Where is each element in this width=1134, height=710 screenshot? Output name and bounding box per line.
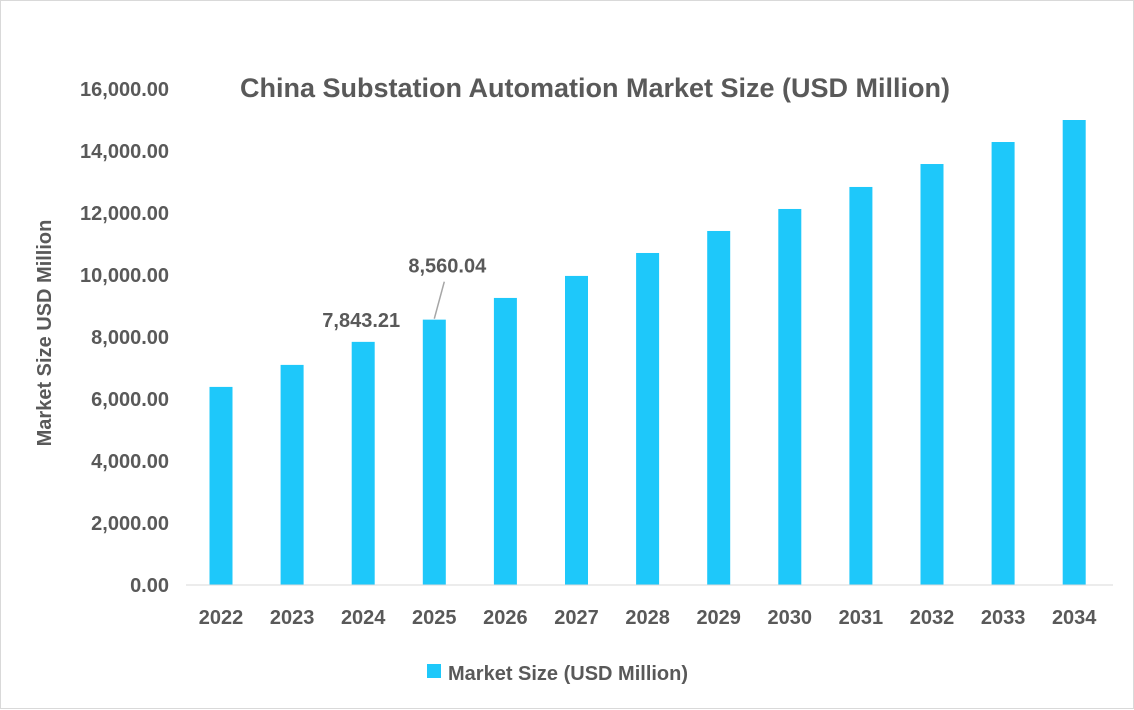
y-tick-label: 2,000.00 [91, 513, 169, 535]
bar-2028 [636, 252, 660, 586]
data-label-2025: 8,560.04 [408, 256, 487, 278]
y-tick-label: 14,000.00 [80, 141, 169, 163]
bar-2022 [209, 386, 233, 585]
bar-2032 [920, 164, 944, 585]
bar-2026 [493, 297, 517, 585]
y-tick-label: 0.00 [130, 575, 169, 597]
y-tick-label: 12,000.00 [80, 203, 169, 225]
x-tick-label: 2031 [839, 607, 884, 629]
y-axis-label: Market Size USD Million [34, 220, 56, 447]
y-tick-label: 4,000.00 [91, 451, 169, 473]
bar-2029 [707, 230, 731, 586]
bar-2033 [991, 142, 1015, 585]
legend-swatch [427, 664, 441, 678]
data-label-2024: 7,843.21 [322, 310, 400, 332]
x-tick-label: 2024 [341, 607, 386, 629]
x-tick-label: 2027 [554, 607, 599, 629]
y-tick-label: 16,000.00 [80, 79, 169, 101]
x-tick-label: 2023 [270, 607, 315, 629]
chart-title: China Substation Automation Market Size … [240, 73, 950, 103]
y-tick-label: 6,000.00 [91, 389, 169, 411]
x-tick-label: 2032 [910, 607, 955, 629]
bar-2027 [565, 275, 588, 585]
bar-2023 [280, 364, 304, 585]
x-tick-label: 2034 [1052, 607, 1097, 629]
y-tick-label: 10,000.00 [80, 265, 169, 287]
x-tick-label: 2029 [696, 607, 741, 629]
legend-label: Market Size (USD Million) [448, 663, 688, 685]
bar-2024 [351, 341, 375, 585]
data-label-leader-line [433, 281, 446, 319]
y-tick-label: 8,000.00 [91, 327, 169, 349]
x-tick-label: 2025 [412, 607, 457, 629]
bar-2025 [422, 319, 446, 585]
x-tick-label: 2033 [981, 607, 1026, 629]
x-tick-label: 2028 [625, 607, 670, 629]
x-tick-label: 2030 [768, 607, 813, 629]
bar-2034 [1062, 120, 1086, 585]
bar-2030 [778, 208, 802, 585]
x-tick-label: 2022 [199, 607, 244, 629]
bar-2031 [849, 186, 873, 585]
x-tick-label: 2026 [483, 607, 528, 629]
